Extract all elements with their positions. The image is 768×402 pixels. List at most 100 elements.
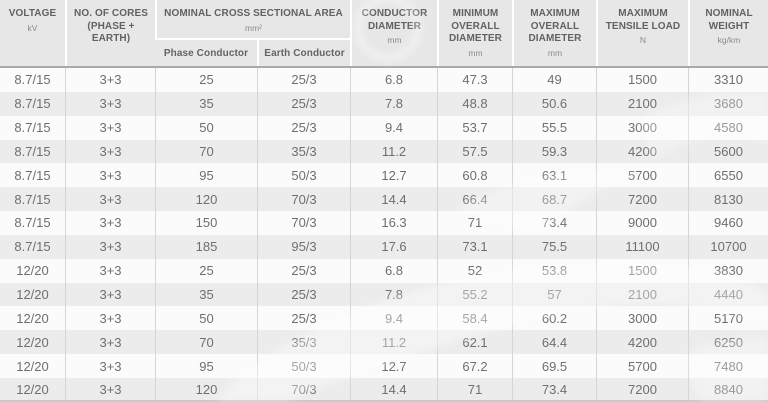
table-cell: 14.4 [350, 187, 437, 212]
table-row: 12/20 3+3 95 50/3 12.7 67.2 69.5 5700 7480 [0, 354, 768, 378]
table-cell: 25 [155, 68, 257, 92]
col-header-unit: mm [468, 47, 483, 58]
table-cell: 60.2 [512, 306, 596, 331]
table-cell: 12.7 [350, 354, 437, 378]
table-cell: 3+3 [65, 377, 155, 402]
table-cell: 2100 [596, 91, 688, 116]
table-cell: 6.8 [350, 258, 437, 283]
table-cell: 3+3 [65, 330, 155, 355]
table-cell: 55.2 [437, 282, 512, 307]
col-header-nominal-csa: NOMINAL CROSS SECTIONAL AREA mm² [155, 0, 350, 40]
table-cell: 2100 [596, 282, 688, 307]
table-cell: 68.7 [512, 187, 596, 212]
table-cell: 35 [155, 282, 257, 307]
table-cell: 95 [155, 163, 257, 188]
table-cell: 120 [155, 377, 257, 402]
table-cell: 6250 [688, 330, 768, 355]
col-header-max-overall-diameter: MAXIMUM OVERALL DIAMETER mm [512, 0, 596, 68]
table-cell: 25/3 [257, 258, 350, 283]
table-cell: 57 [512, 282, 596, 307]
table-cell: 12/20 [0, 377, 65, 402]
col-header-label: NO. OF CORES [74, 8, 148, 19]
table-cell: 70 [155, 330, 257, 355]
col-header-nominal-weight: NOMINAL WEIGHT kg/km [688, 0, 768, 68]
table-cell: 9460 [688, 211, 768, 235]
table-cell: 12/20 [0, 258, 65, 283]
col-header-min-overall-diameter: MINIMUM OVERALL DIAMETER mm [437, 0, 512, 68]
table-cell: 6550 [688, 163, 768, 188]
table-cell: 12/20 [0, 306, 65, 331]
table-cell: 3+3 [65, 354, 155, 378]
table-cell: 53.8 [512, 258, 596, 283]
table-cell: 71 [437, 377, 512, 402]
table-row: 8.7/15 3+3 50 25/3 9.4 53.7 55.5 3000 4580 [0, 115, 768, 140]
table-cell: 17.6 [350, 234, 437, 259]
table-cell: 57.5 [437, 139, 512, 164]
table-cell: 185 [155, 234, 257, 259]
table-cell: 63.1 [512, 163, 596, 188]
table-cell: 11.2 [350, 139, 437, 164]
table-header: VOLTAGE kV NO. OF CORES (PHASE + EARTH) … [0, 0, 768, 68]
table-cell: 4580 [688, 115, 768, 140]
table-cell: 4200 [596, 139, 688, 164]
col-header-earth-conductor: Earth Conductor [257, 40, 350, 68]
table-cell: 3000 [596, 115, 688, 140]
table-cell: 66.4 [437, 187, 512, 212]
table-cell: 8.7/15 [0, 163, 65, 188]
table-cell: 9.4 [350, 115, 437, 140]
table-cell: 4440 [688, 282, 768, 307]
table-cell: 70 [155, 139, 257, 164]
table-cell: 8.7/15 [0, 91, 65, 116]
table-cell: 67.2 [437, 354, 512, 378]
table-cell: 5600 [688, 139, 768, 164]
table-cell: 3+3 [65, 115, 155, 140]
table-cell: 95/3 [257, 234, 350, 259]
table-cell: 11.2 [350, 330, 437, 355]
table-cell: 53.7 [437, 115, 512, 140]
table-cell: 55.5 [512, 115, 596, 140]
table-cell: 35/3 [257, 139, 350, 164]
table-cell: 64.4 [512, 330, 596, 355]
table-cell: 70/3 [257, 187, 350, 212]
col-header-unit: N [639, 35, 647, 45]
table-cell: 8.7/15 [0, 234, 65, 259]
table-cell: 5700 [596, 163, 688, 188]
col-header-cores: NO. OF CORES (PHASE + EARTH) [65, 0, 155, 68]
table-row: 8.7/15 3+3 35 25/3 7.8 48.8 50.6 2100 3680 [0, 91, 768, 116]
table-row: 8.7/15 3+3 25 25/3 6.8 47.3 49 1500 3310 [0, 68, 768, 92]
table-cell: 9.4 [350, 306, 437, 331]
table-cell: 35 [155, 91, 257, 116]
table-row: 12/20 3+3 25 25/3 6.8 52 53.8 1500 3830 [0, 258, 768, 283]
table-cell: 73.4 [512, 211, 596, 235]
table-cell: 52 [437, 258, 512, 283]
col-header-label: CONDUCTOR DIAMETER [361, 8, 428, 32]
table-cell: 3680 [688, 91, 768, 116]
table-cell: 50.6 [512, 91, 596, 116]
table-cell: 7480 [688, 354, 768, 378]
table-cell: 12/20 [0, 282, 65, 307]
table-row: 12/20 3+3 35 25/3 7.8 55.2 57 2100 4440 [0, 282, 768, 307]
table-cell: 3+3 [65, 306, 155, 331]
table-cell: 35/3 [257, 330, 350, 355]
table-cell: 3+3 [65, 139, 155, 164]
table-cell: 25/3 [257, 282, 350, 307]
table-cell: 69.5 [512, 354, 596, 378]
table-cell: 7.8 [350, 91, 437, 116]
col-header-unit: mm² [245, 22, 262, 33]
table-cell: 58.4 [437, 306, 512, 331]
table-cell: 95 [155, 354, 257, 378]
table-row: 12/20 3+3 120 70/3 14.4 71 73.4 7200 8840 [0, 377, 768, 402]
table-cell: 3+3 [65, 163, 155, 188]
table-cell: 12.7 [350, 163, 437, 188]
table-cell: 73.4 [512, 377, 596, 402]
table-cell: 5170 [688, 306, 768, 331]
table-cell: 8.7/15 [0, 211, 65, 235]
table-cell: 1500 [596, 258, 688, 283]
table-cell: 8.7/15 [0, 115, 65, 140]
table-cell: 3830 [688, 258, 768, 283]
table-cell: 71 [437, 211, 512, 235]
table-cell: 60.8 [437, 163, 512, 188]
table-cell: 7200 [596, 187, 688, 212]
table-cell: 8.7/15 [0, 187, 65, 212]
col-header-label: MAXIMUM TENSILE LOAD [605, 8, 681, 32]
